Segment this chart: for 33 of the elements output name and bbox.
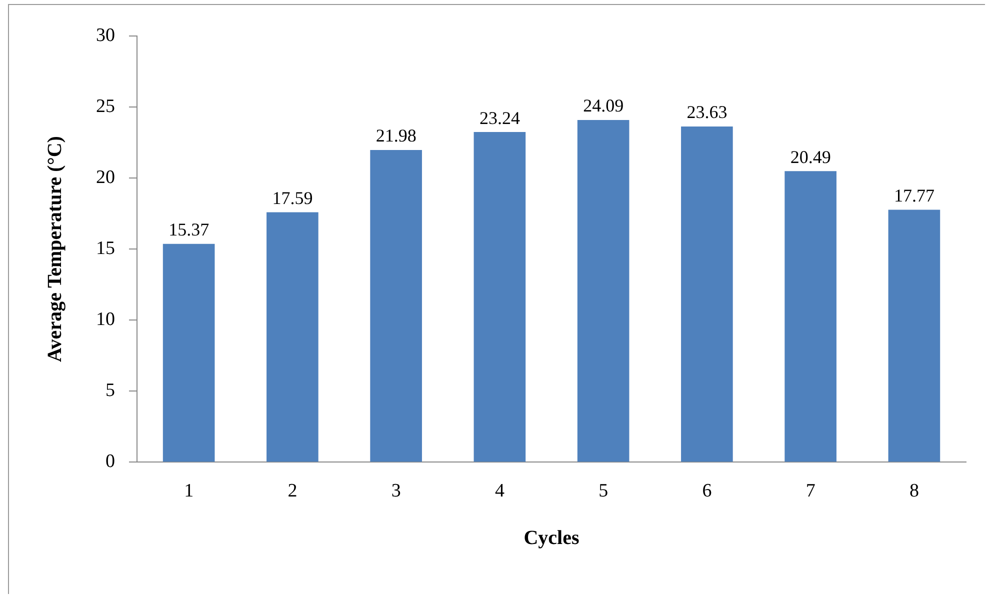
data-label: 17.59 [272,188,313,208]
data-label: 23.24 [479,108,520,128]
data-label: 21.98 [376,126,416,146]
x-tick-label: 5 [598,480,608,502]
y-tick-label: 30 [96,24,115,46]
y-tick-label: 10 [96,309,115,330]
data-label: 17.77 [894,185,934,206]
y-tick-label: 20 [96,167,115,188]
bar [577,120,630,462]
bar [266,212,318,462]
x-tick-label: 2 [288,480,298,502]
bar [681,126,733,462]
bar [370,150,422,462]
x-tick-label: 3 [391,480,401,502]
bar [784,171,836,462]
y-tick-label: 15 [96,238,115,260]
x-axis-title: Cycles [524,527,580,550]
data-label: 24.09 [583,96,624,116]
y-tick-label: 5 [106,380,115,402]
x-tick-label: 6 [702,480,712,502]
y-tick-label: 25 [96,96,115,118]
x-tick-label: 7 [806,480,816,502]
bar [162,244,215,462]
data-label: 23.63 [686,102,728,122]
y-axis-title: Average Temperature (°C) [44,136,66,362]
data-label: 15.37 [168,220,210,240]
x-tick-label: 8 [909,480,919,502]
bar [888,210,940,462]
x-tick-label: 4 [494,480,505,502]
y-tick-label: 0 [106,451,115,472]
bar [474,132,526,462]
data-label: 20.49 [790,146,831,167]
x-tick-label: 1 [184,480,194,502]
